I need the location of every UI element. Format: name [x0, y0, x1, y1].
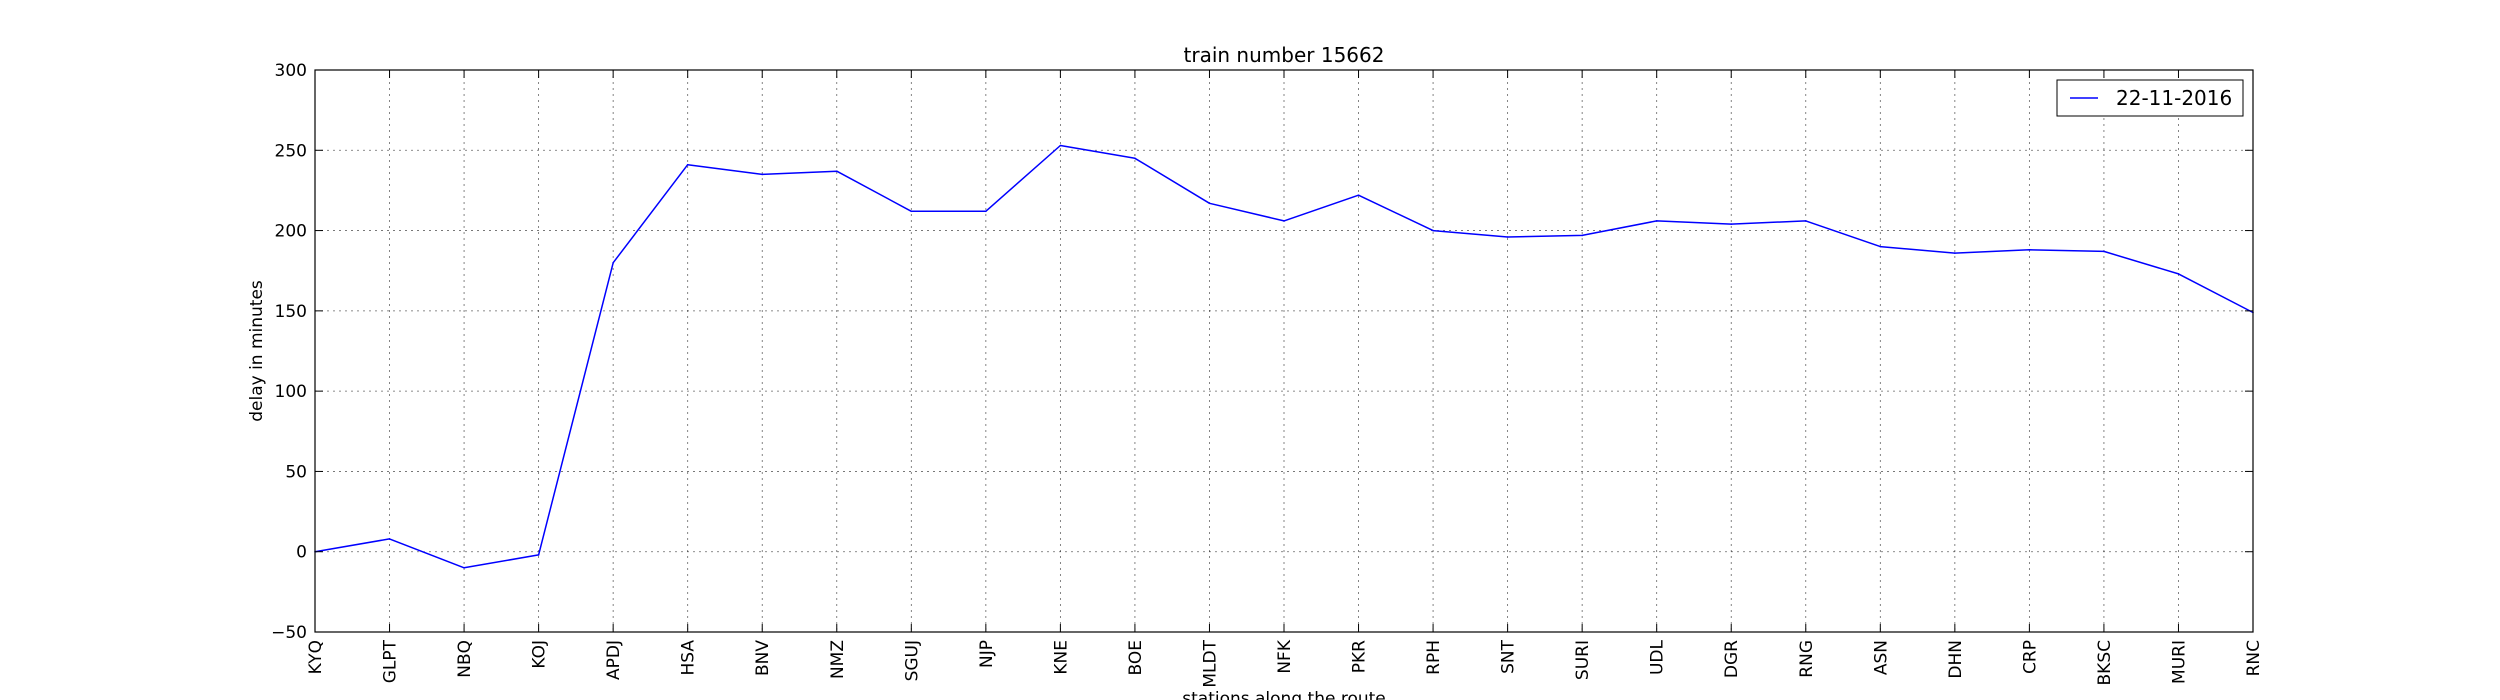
x-tick-label: NJP [977, 640, 997, 668]
x-tick-label: APDJ [604, 640, 624, 680]
data-point-SURI [1581, 234, 1583, 237]
x-tick-label: DHN [1946, 640, 1966, 679]
x-tick-label: GLPT [381, 639, 401, 683]
data-point-DGR [1730, 223, 1732, 225]
data-point-RPH [1432, 229, 1434, 232]
y-tick-label: 250 [275, 141, 307, 161]
x-tick-label: KNE [1051, 640, 1071, 675]
x-tick-label: BOE [1126, 640, 1146, 676]
data-point-SGUJ [910, 210, 913, 213]
data-point-UDL [1655, 220, 1658, 222]
y-tick-label: 200 [275, 222, 307, 242]
legend: 22-11-2016 [2056, 79, 2244, 117]
x-tick-label: HSA [679, 640, 699, 676]
y-tick-label: −50 [271, 623, 307, 643]
data-point-APDJ [612, 261, 614, 264]
x-tick-label: BNV [753, 640, 773, 676]
data-point-MLDT [1208, 202, 1211, 205]
x-tick-label: RPH [1424, 640, 1444, 675]
x-tick-label: KYQ [306, 640, 326, 674]
legend-label: 22-11-2016 [2116, 86, 2232, 110]
data-point-NBQ [463, 567, 465, 569]
data-point-RNG [1805, 220, 1807, 222]
y-tick-label: 150 [275, 302, 307, 322]
x-tick-label: ASN [1871, 640, 1891, 675]
data-point-DHN [1954, 252, 1956, 254]
data-point-GLPT [388, 538, 391, 540]
x-tick-label: CRP [2020, 640, 2040, 674]
y-tick-label: 300 [275, 61, 307, 81]
x-tick-label: UDL [1648, 639, 1668, 675]
x-tick-label: SURI [1573, 640, 1593, 680]
data-point-NMZ [836, 170, 838, 172]
x-tick-label: KOJ [530, 640, 550, 669]
data-point-NJP [985, 210, 987, 213]
data-point-KOJ [537, 554, 540, 556]
ticks: −50 0 50 100 150 200 250 300 KYQ GLPT NBQ KOJ APDJ HS… [271, 61, 2264, 688]
x-tick-label: MLDT [1200, 639, 1220, 687]
x-tick-label: PKR [1350, 640, 1370, 673]
data-point-BKSC [2103, 250, 2105, 253]
data-point-SNT [1506, 236, 1509, 238]
data-point-BOE [1134, 157, 1136, 160]
grid [315, 70, 2253, 632]
y-tick-label: 50 [285, 462, 307, 482]
x-tick-label: MURI [2169, 640, 2189, 684]
x-tick-label: BKSC [2095, 640, 2115, 685]
data-point-CRP [2028, 249, 2031, 251]
y-tick-label: 100 [275, 382, 307, 402]
y-axis-title: delay in minutes [247, 280, 267, 422]
x-tick-label: NFK [1275, 639, 1295, 673]
data-point-BNV [761, 173, 763, 176]
x-axis-title: stations along the route [1182, 689, 1386, 700]
x-tick-label: RNG [1797, 640, 1817, 678]
y-tick-label: 0 [296, 543, 307, 563]
x-tick-label: RNC [2244, 640, 2264, 676]
data-point-KNE [1059, 144, 1062, 147]
data-point-ASN [1879, 245, 1882, 248]
data-point-HSA [686, 163, 689, 166]
x-tick-label: SNT [1499, 639, 1519, 674]
data-point-MURI [2177, 273, 2180, 275]
x-tick-label: NBQ [455, 640, 475, 678]
x-tick-label: NMZ [828, 640, 848, 679]
x-tick-label: DGR [1722, 640, 1742, 678]
data-point-NFK [1283, 220, 1285, 222]
data-point-PKR [1357, 194, 1360, 196]
chart-title: train number 15662 [1184, 43, 1385, 67]
x-tick-label: SGUJ [902, 640, 922, 681]
